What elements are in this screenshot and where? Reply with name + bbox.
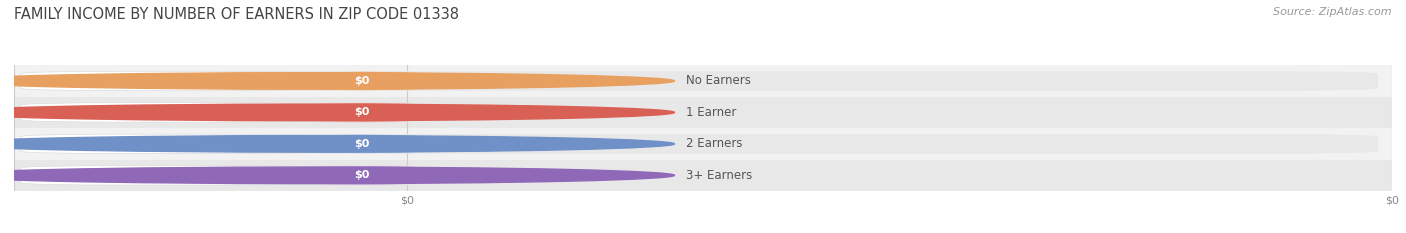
Text: Source: ZipAtlas.com: Source: ZipAtlas.com: [1274, 7, 1392, 17]
Circle shape: [0, 73, 675, 89]
FancyBboxPatch shape: [14, 97, 1392, 128]
Text: FAMILY INCOME BY NUMBER OF EARNERS IN ZIP CODE 01338: FAMILY INCOME BY NUMBER OF EARNERS IN ZI…: [14, 7, 460, 22]
Circle shape: [0, 136, 675, 152]
FancyBboxPatch shape: [304, 71, 420, 91]
FancyBboxPatch shape: [14, 65, 1392, 97]
Text: 3+ Earners: 3+ Earners: [686, 169, 752, 182]
FancyBboxPatch shape: [14, 160, 1392, 191]
Circle shape: [0, 104, 675, 121]
FancyBboxPatch shape: [21, 166, 318, 185]
FancyBboxPatch shape: [21, 71, 1378, 91]
FancyBboxPatch shape: [304, 134, 420, 154]
FancyBboxPatch shape: [304, 103, 420, 122]
Text: No Earners: No Earners: [686, 75, 751, 87]
Text: $0: $0: [354, 139, 370, 149]
Circle shape: [0, 167, 675, 184]
FancyBboxPatch shape: [21, 134, 1378, 154]
FancyBboxPatch shape: [304, 166, 420, 185]
Text: 2 Earners: 2 Earners: [686, 137, 742, 150]
Text: $0: $0: [354, 170, 370, 180]
FancyBboxPatch shape: [21, 103, 318, 122]
FancyBboxPatch shape: [21, 134, 318, 154]
Text: $0: $0: [354, 76, 370, 86]
Text: $0: $0: [354, 107, 370, 117]
FancyBboxPatch shape: [21, 71, 318, 91]
FancyBboxPatch shape: [21, 166, 1378, 185]
FancyBboxPatch shape: [21, 103, 1378, 122]
FancyBboxPatch shape: [14, 128, 1392, 160]
Text: 1 Earner: 1 Earner: [686, 106, 735, 119]
